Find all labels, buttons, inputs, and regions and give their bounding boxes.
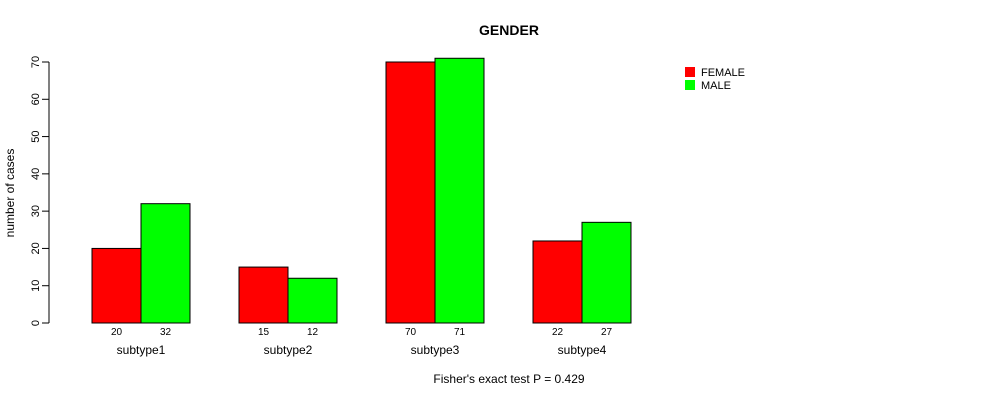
y-tick-label: 20	[30, 242, 42, 254]
y-axis: 0 10 20 30 40 50 60 70	[30, 56, 50, 326]
bar-value-label: 27	[601, 327, 613, 338]
legend-swatch-male	[685, 80, 695, 90]
bar-value-label: 32	[160, 327, 172, 338]
bar-value-label: 71	[454, 327, 466, 338]
bar-female-subtype4	[532, 240, 583, 324]
y-tick-label: 10	[30, 280, 42, 292]
bar-value-label: 70	[405, 327, 417, 338]
y-tick-label: 0	[30, 320, 42, 326]
bar-female-subtype3	[385, 61, 436, 324]
bars-group: 20 32 subtype1 15 12 subtype2 70 71 subtype3 22 27…	[91, 57, 632, 357]
y-tick-label: 60	[30, 93, 42, 105]
y-tick-label: 50	[30, 130, 42, 142]
x-category-label: subtype3	[411, 343, 460, 357]
chart-title: GENDER	[479, 22, 539, 38]
bar-female-subtype2	[238, 266, 289, 324]
y-axis-label: number of cases	[3, 149, 17, 238]
bar-male-subtype3	[434, 57, 485, 324]
bar-male-subtype1	[140, 203, 191, 324]
y-tick-label: 30	[30, 205, 42, 217]
bar-female-subtype1	[91, 247, 142, 324]
bar-value-label: 20	[111, 327, 123, 338]
x-category-label: subtype1	[117, 343, 166, 357]
bar-value-label: 12	[307, 327, 319, 338]
x-category-label: subtype4	[558, 343, 607, 357]
y-tick-label: 40	[30, 168, 42, 180]
legend-label: MALE	[701, 80, 731, 92]
legend-swatch-female	[685, 67, 695, 77]
bar-value-label: 15	[258, 327, 270, 338]
bar-value-label: 22	[552, 327, 564, 338]
bar-male-subtype2	[287, 277, 338, 324]
legend-label: FEMALE	[701, 67, 745, 79]
y-tick-label: 70	[30, 56, 42, 68]
x-category-label: subtype2	[264, 343, 313, 357]
bar-male-subtype4	[581, 221, 632, 324]
footnote: Fisher's exact test P = 0.429	[433, 372, 584, 386]
